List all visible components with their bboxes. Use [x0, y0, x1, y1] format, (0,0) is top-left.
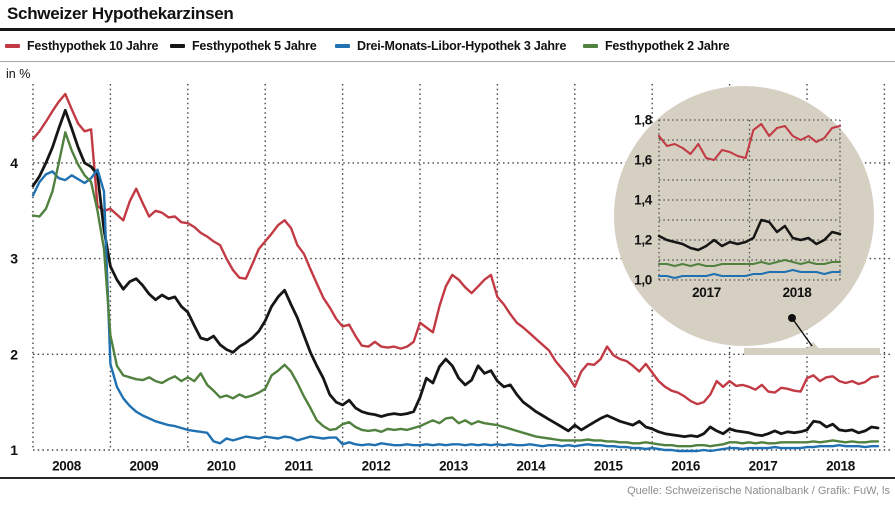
x-tick-label-2017: 2017 — [749, 459, 778, 474]
x-tick-label-2015: 2015 — [594, 459, 624, 474]
series-line-festhypothek-10-jahre — [31, 92, 880, 406]
inset-y-tick-label-2: 1,4 — [634, 193, 653, 208]
inset-series-line-drei-monats-libor-hypothek-3-jahre — [657, 268, 842, 280]
source-credit: Quelle: Schweizerische Nationalbank / Gr… — [627, 485, 890, 497]
inset-y-tick-label-0: 1,8 — [634, 113, 653, 128]
legend-rule — [0, 61, 895, 62]
inset-y-tick-label-3: 1,2 — [634, 233, 652, 248]
x-tick-label-2014: 2014 — [516, 459, 546, 474]
y-tick-label-4: 4 — [10, 155, 18, 171]
y-tick-label-2: 2 — [10, 346, 18, 362]
x-tick-label-2013: 2013 — [439, 459, 469, 474]
page-title: Schweizer Hypothekarzinsen — [7, 4, 234, 23]
inset-series-line-festhypothek-2-jahre — [657, 258, 842, 268]
inset-y-tick-label-4: 1,0 — [634, 273, 652, 288]
callout-dot — [788, 314, 796, 322]
legend-swatch-black — [170, 44, 185, 48]
x-tick-label-2016: 2016 — [671, 459, 701, 474]
legend-label: Drei-Monats-Libor-Hypothek 3 Jahre — [357, 39, 567, 53]
y-tick-label-1: 1 — [10, 442, 18, 458]
legend-swatch-blue — [335, 44, 350, 48]
series-line-festhypothek-5-jahre — [31, 108, 880, 438]
inset-series-line-festhypothek-10-jahre — [657, 122, 842, 162]
callout-line — [791, 317, 813, 347]
legend-label: Festhypothek 10 Jahre — [27, 39, 159, 53]
series-line-festhypothek-2-jahre — [31, 131, 880, 448]
legend-label: Festhypothek 5 Jahre — [192, 39, 317, 53]
magnifier-circle — [614, 86, 874, 346]
y-tick-label-3: 3 — [10, 251, 18, 267]
legend-swatch-green — [583, 44, 598, 48]
legend-swatch-red — [5, 44, 20, 48]
x-tick-label-2010: 2010 — [207, 459, 236, 474]
x-tick-label-2011: 2011 — [285, 459, 314, 474]
legend-item-festhypothek-2-jahre: Festhypothek 2 Jahre — [583, 33, 730, 59]
x-tick-label-2008: 2008 — [52, 459, 82, 474]
inset-x-tick-label-2018: 2018 — [783, 285, 813, 300]
legend: Festhypothek 10 Jahre Festhypothek 5 Jah… — [0, 33, 895, 59]
x-tick-label-2009: 2009 — [129, 459, 158, 474]
inset-x-tick-label-2017: 2017 — [692, 285, 721, 300]
inset-series-line-festhypothek-5-jahre — [657, 218, 842, 252]
x-tick-label-2018: 2018 — [826, 459, 856, 474]
legend-item-libor-hypothek-3-jahre: Drei-Monats-Libor-Hypothek 3 Jahre — [335, 33, 566, 59]
legend-label: Festhypothek 2 Jahre — [605, 39, 730, 53]
x-tick-label-2012: 2012 — [362, 459, 391, 474]
legend-item-festhypothek-5-jahre: Festhypothek 5 Jahre — [170, 33, 317, 59]
title-rule — [0, 28, 895, 31]
highlight-bar-notch — [801, 342, 825, 355]
bottom-rule — [0, 477, 895, 479]
series-line-drei-monats-libor-hypothek-3-jahre — [31, 168, 880, 453]
inset-y-tick-label-1: 1,6 — [634, 153, 653, 168]
y-axis-unit-label: in % — [6, 67, 31, 81]
legend-item-festhypothek-10-jahre: Festhypothek 10 Jahre — [5, 33, 158, 59]
